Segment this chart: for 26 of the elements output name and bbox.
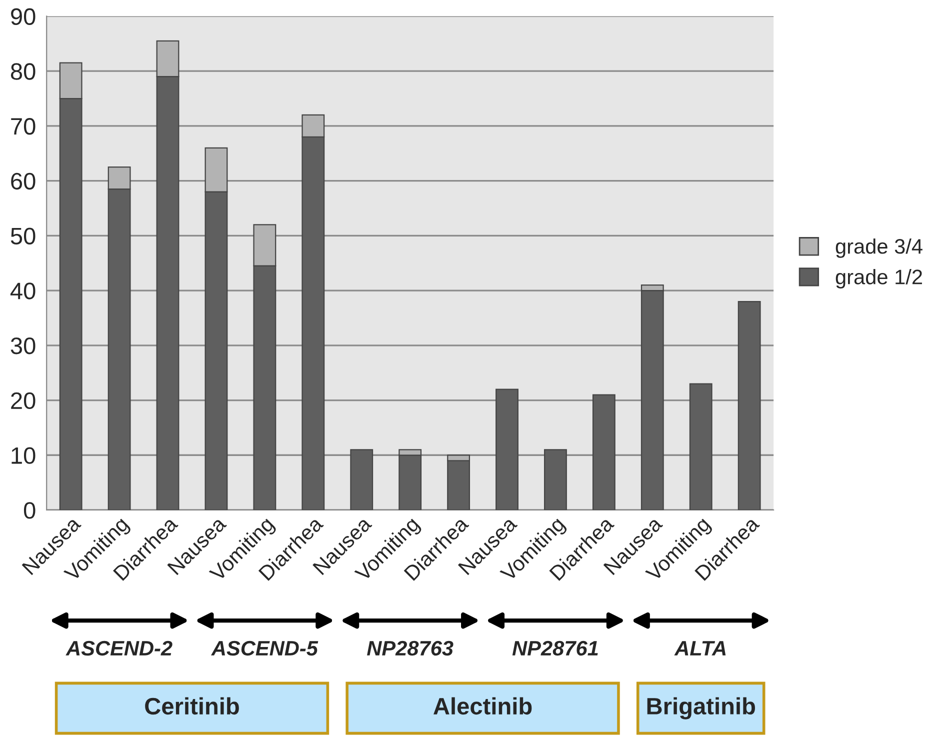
y-tick-label: 10 bbox=[12, 447, 36, 464]
bar bbox=[592, 394, 616, 510]
legend-label: grade 1/2 bbox=[836, 269, 922, 288]
y-tick-label: 90 bbox=[11, 8, 36, 25]
text: NP28761 bbox=[512, 640, 598, 656]
text: ASCEND-5 bbox=[211, 640, 318, 656]
text: Alectinib bbox=[434, 697, 532, 715]
legend-label: grade 3/4 bbox=[836, 238, 922, 258]
y-tick-label: 50 bbox=[10, 228, 36, 244]
bar bbox=[496, 388, 518, 510]
y-tick-label: 40 bbox=[10, 282, 36, 300]
y-tick-label: 30 bbox=[10, 337, 36, 354]
y-tick-label: 70 bbox=[11, 118, 36, 135]
text: ALTA bbox=[674, 641, 726, 656]
bar bbox=[350, 449, 374, 510]
y-tick-label: 60 bbox=[11, 172, 36, 190]
y-tick-label: 20 bbox=[11, 392, 36, 410]
bar bbox=[689, 383, 712, 510]
text: Ceritinib bbox=[145, 697, 239, 715]
y-tick-label: 80 bbox=[10, 63, 36, 80]
y-tick-label: 0 bbox=[24, 502, 36, 519]
text: ASCEND-2 bbox=[66, 640, 172, 656]
bar bbox=[544, 449, 567, 510]
text: Brigatinib bbox=[647, 697, 755, 720]
bar bbox=[738, 300, 761, 510]
text: NP28763 bbox=[367, 640, 454, 656]
